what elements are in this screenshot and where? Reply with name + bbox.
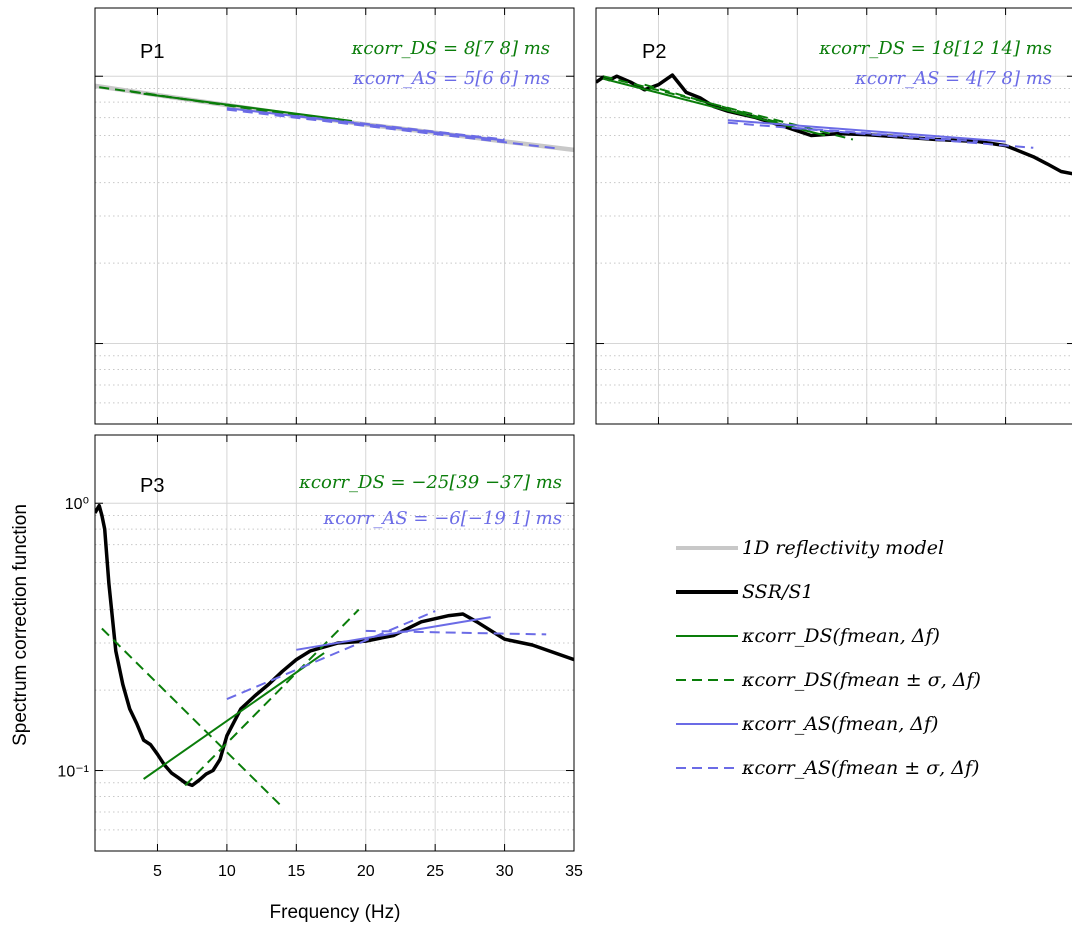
series-line-ds-dash [184, 608, 360, 787]
series-line-as-dash [365, 629, 547, 636]
series-line-as-dash [296, 115, 505, 141]
panel-p1-as-annotation: κcorr_AS = 5[6 6] ms [352, 68, 550, 89]
panel-p3-ds-annotation: κcorr_DS = −25[39 −37] ms [298, 472, 562, 493]
panel-p1-title: P1 [140, 41, 164, 63]
panel-p1-ticks [95, 8, 575, 424]
panel-p2-ticks [596, 8, 1072, 424]
panel-p3-as-annotation: κcorr_AS = −6[−19 1] ms [322, 508, 562, 529]
panel-p3-series [95, 503, 574, 808]
x-axis-label: Frequency (Hz) [270, 902, 401, 923]
series-line-as [727, 119, 1006, 143]
series-line-ssr [95, 503, 574, 788]
legend-label: κcorr_DS(fmean ± σ, Δf) [741, 669, 981, 691]
series-line-as [296, 616, 491, 651]
x-tick-label: 20 [357, 863, 375, 880]
y-axis-label: Spectrum correction function [10, 504, 31, 746]
panel-p3-ticks: 5 10 15 20 25 30 35 10⁻¹ 10⁰ [57, 435, 583, 880]
panel-p1-frame [94, 7, 575, 425]
series-line-ds [143, 652, 325, 780]
series-line-ds-dash [129, 90, 311, 119]
legend-label: κcorr_AS(fmean ± σ, Δf) [741, 757, 979, 779]
series-line-as-dash [727, 121, 1034, 149]
x-tick-label: 35 [565, 863, 583, 880]
x-tick-label: 5 [153, 863, 162, 880]
panel-p3: 5 10 15 20 25 30 35 10⁻¹ 10⁰ P3 κcorr_DS = −25[3… [57, 434, 583, 880]
panel-p1-series [95, 83, 574, 153]
x-tick-label: 15 [287, 863, 305, 880]
panel-p2-as-annotation: κcorr_AS = 4[7 8] ms [854, 68, 1052, 89]
panel-p2: P2 κcorr_DS = 18[12 14] ms κcorr_AS = 4[… [595, 7, 1072, 425]
series-line-as-dash [797, 127, 978, 143]
series-line-ds-dash [101, 627, 284, 808]
series-line-as-dash [226, 108, 561, 150]
panel-p3-title: P3 [140, 475, 164, 497]
panel-p3-frame [94, 434, 575, 852]
panel-p2-series [596, 73, 1072, 176]
legend-label: SSR/S1 [742, 581, 814, 603]
panel-p1: P1 κcorr_DS = 8[7 8] ms κcorr_AS = 5[6 6… [94, 7, 575, 425]
panel-p1-grid [95, 8, 575, 424]
panel-p2-title: P2 [642, 41, 666, 63]
series-line-as-dash [226, 610, 436, 701]
legend: 1D reflectivity model SSR/S1 κcorr_DS(fmea… [676, 537, 981, 779]
legend-label: κcorr_DS(fmean, Δf) [741, 625, 940, 647]
panel-p1-ds-annotation: κcorr_DS = 8[7 8] ms [351, 38, 550, 59]
panel-p2-frame [595, 7, 1072, 425]
y-tick-label: 10⁻¹ [57, 764, 89, 781]
legend-label: 1D reflectivity model [742, 537, 944, 559]
legend-label: κcorr_AS(fmean, Δf) [741, 713, 938, 735]
x-tick-label: 10 [218, 863, 236, 880]
series-line-ds-dash [644, 83, 798, 129]
x-tick-label: 30 [496, 863, 514, 880]
panel-p2-ds-annotation: κcorr_DS = 18[12 14] ms [818, 38, 1052, 59]
y-tick-label: 10⁰ [65, 496, 89, 513]
x-tick-label: 25 [426, 863, 444, 880]
